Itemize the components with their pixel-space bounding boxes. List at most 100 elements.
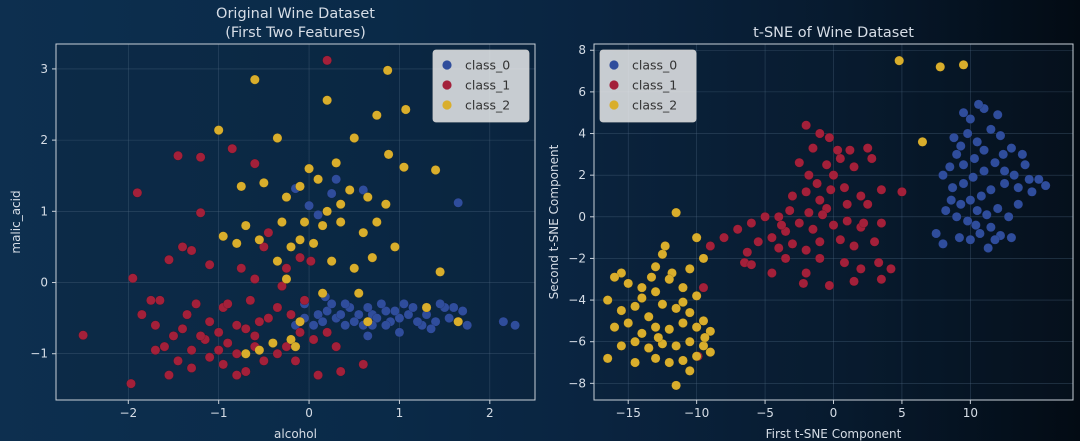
y-axis-label: malic_acid <box>9 190 23 253</box>
point-class_2 <box>657 299 668 310</box>
point-class_1 <box>204 316 215 327</box>
point-class_1 <box>858 218 869 228</box>
point-class_0 <box>931 228 941 239</box>
y-tick-label: −2 <box>568 251 586 265</box>
point-class_2 <box>609 272 620 283</box>
point-class_1 <box>742 247 753 258</box>
point-class_1 <box>245 295 256 306</box>
legend: class_0 class_1 class_2 <box>432 49 530 123</box>
point-class_1 <box>828 220 839 230</box>
point-class_1 <box>835 153 846 164</box>
point-class_0 <box>376 299 387 309</box>
chart-title: t-SNE of Wine Dataset <box>753 25 914 41</box>
x-tick-label: −10 <box>684 406 709 420</box>
point-class_2 <box>400 104 411 115</box>
point-class_1 <box>839 257 850 268</box>
point-class_1 <box>808 143 818 153</box>
chart-left-original-wine: Original Wine Dataset (First Two Feature… <box>9 6 536 441</box>
legend-box <box>432 49 530 123</box>
point-class_0 <box>394 327 405 338</box>
point-class_1 <box>259 355 269 366</box>
point-class_2 <box>650 322 661 332</box>
point-class_0 <box>968 172 978 183</box>
legend-box <box>599 49 697 123</box>
x-tick-label: −1 <box>210 406 228 420</box>
point-class_1 <box>776 220 787 230</box>
y-tick-label: 0 <box>578 210 586 224</box>
y-tick-label: 0 <box>40 276 48 290</box>
point-class_2 <box>435 266 445 277</box>
point-class_2 <box>660 241 671 251</box>
point-class_1 <box>897 186 907 197</box>
x-tick-label: 5 <box>898 406 906 420</box>
point-class_0 <box>498 316 509 327</box>
point-class_1 <box>218 359 229 370</box>
point-class_2 <box>653 332 664 343</box>
x-tick-label: 0 <box>305 406 313 420</box>
point-class_0 <box>999 166 1010 176</box>
point-class_2 <box>664 274 675 285</box>
point-class_1 <box>240 366 251 377</box>
point-class_1 <box>886 263 896 274</box>
point-class_0 <box>958 107 969 118</box>
point-class_2 <box>277 217 287 227</box>
point-class_2 <box>383 149 394 160</box>
point-class_0 <box>340 299 351 309</box>
point-class_2 <box>335 217 346 227</box>
point-class_1 <box>168 331 179 341</box>
point-class_0 <box>973 99 984 110</box>
point-class_2 <box>430 165 441 175</box>
point-class_0 <box>340 320 351 331</box>
point-class_1 <box>204 259 215 270</box>
point-class_1 <box>746 259 757 270</box>
point-class_0 <box>949 132 959 143</box>
point-class_2 <box>399 162 409 173</box>
point-class_0 <box>972 205 983 216</box>
point-class_2 <box>609 322 620 332</box>
legend-label-class_0: class_0 <box>632 58 677 73</box>
point-class_2 <box>650 261 661 272</box>
point-class_1 <box>773 243 784 253</box>
point-class_1 <box>845 145 855 156</box>
point-class_1 <box>195 331 206 341</box>
point-class_2 <box>304 163 314 174</box>
point-class_1 <box>146 295 156 306</box>
point-class_1 <box>842 216 853 226</box>
point-class_1 <box>177 323 188 334</box>
point-class_2 <box>630 357 640 368</box>
point-class_1 <box>222 338 233 348</box>
point-class_1 <box>263 227 274 238</box>
point-class_2 <box>678 297 688 308</box>
point-class_2 <box>259 177 269 188</box>
point-class_2 <box>326 256 337 267</box>
plot-frame <box>55 43 536 401</box>
point-class_1 <box>828 170 839 181</box>
point-class_1 <box>299 295 310 306</box>
x-tick-label: −2 <box>119 406 137 420</box>
point-class_1 <box>308 334 319 345</box>
point-class_1 <box>753 236 764 247</box>
point-class_1 <box>195 152 206 163</box>
point-class_1 <box>127 273 138 284</box>
point-class_2 <box>664 324 675 335</box>
point-class_1 <box>231 370 242 380</box>
y-tick-label: 4 <box>578 127 586 141</box>
point-class_2 <box>684 366 695 376</box>
point-class_2 <box>349 263 360 274</box>
point-class_1 <box>856 191 866 201</box>
point-class_2 <box>240 220 251 231</box>
point-class_1 <box>159 341 170 352</box>
point-class_1 <box>322 55 332 66</box>
legend-marker-class_2 <box>442 100 452 110</box>
point-class_2 <box>678 318 688 328</box>
point-class_0 <box>992 109 1003 120</box>
point-class_2 <box>602 295 613 305</box>
point-class_2 <box>213 125 224 136</box>
point-class_1 <box>204 352 215 363</box>
point-class_2 <box>616 341 627 351</box>
point-class_0 <box>317 316 328 327</box>
point-class_1 <box>746 218 757 228</box>
point-class_2 <box>295 181 305 192</box>
point-class_1 <box>705 241 716 251</box>
point-class_0 <box>954 232 965 243</box>
